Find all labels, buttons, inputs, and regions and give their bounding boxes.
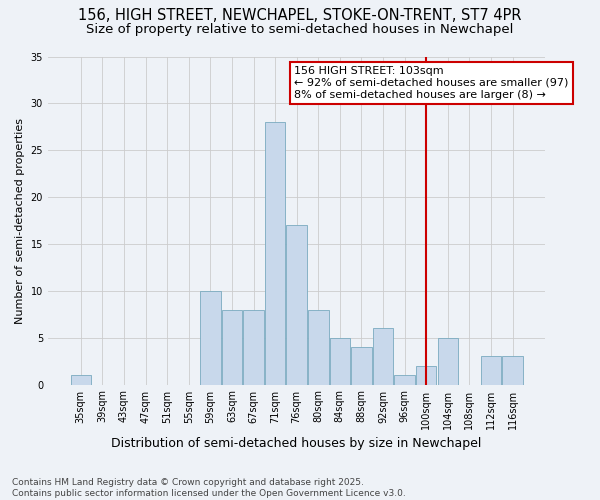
Bar [286,225,307,384]
Bar [502,356,523,384]
Bar [265,122,286,384]
Bar [329,338,350,384]
Bar [437,338,458,384]
Bar [373,328,393,384]
Bar [308,310,329,384]
Bar [71,375,91,384]
Bar [481,356,501,384]
X-axis label: Distribution of semi-detached houses by size in Newchapel: Distribution of semi-detached houses by … [112,437,482,450]
Text: 156, HIGH STREET, NEWCHAPEL, STOKE-ON-TRENT, ST7 4PR: 156, HIGH STREET, NEWCHAPEL, STOKE-ON-TR… [78,8,522,22]
Bar [243,310,264,384]
Bar [200,291,221,384]
Bar [221,310,242,384]
Text: Size of property relative to semi-detached houses in Newchapel: Size of property relative to semi-detach… [86,22,514,36]
Bar [394,375,415,384]
Bar [351,347,372,385]
Bar [416,366,436,384]
Y-axis label: Number of semi-detached properties: Number of semi-detached properties [15,118,25,324]
Text: Contains HM Land Registry data © Crown copyright and database right 2025.
Contai: Contains HM Land Registry data © Crown c… [12,478,406,498]
Text: 156 HIGH STREET: 103sqm
← 92% of semi-detached houses are smaller (97)
8% of sem: 156 HIGH STREET: 103sqm ← 92% of semi-de… [294,66,569,100]
